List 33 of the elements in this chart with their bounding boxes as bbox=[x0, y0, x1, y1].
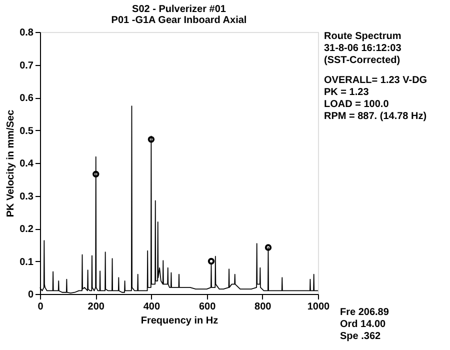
y-tick-label: 0.4 bbox=[20, 158, 34, 170]
text: Route Spectrum bbox=[324, 31, 402, 42]
point bbox=[208, 258, 215, 265]
point bbox=[148, 136, 155, 143]
x-tick-label: 800 bbox=[254, 302, 272, 312]
point bbox=[92, 170, 100, 178]
chart-subtitle: P01 -G1A Gear Inboard Axial bbox=[111, 15, 247, 26]
x-tick-label: 600 bbox=[198, 302, 216, 312]
text: RPM = 887. (14.78 Hz) bbox=[324, 111, 427, 122]
x-tick-label: 200 bbox=[88, 302, 105, 312]
text: 31-8-06 16:12:03 bbox=[324, 43, 402, 54]
text: LOAD = 100.0 bbox=[324, 99, 390, 110]
text: PK = 1.23 bbox=[324, 87, 370, 98]
text: Spe .362 bbox=[340, 331, 382, 342]
y-tick-label: 0.1 bbox=[20, 256, 34, 268]
y-tick-label: 0.3 bbox=[20, 191, 34, 202]
x-tick-label: 1000 bbox=[307, 302, 330, 312]
point bbox=[264, 244, 272, 251]
x-axis-title: Frequency in Hz bbox=[140, 316, 218, 326]
x-tick-label: 0 bbox=[38, 302, 44, 312]
text: OVERALL= 1.23 V-DG bbox=[324, 75, 428, 86]
y-tick-label: 0.8 bbox=[20, 28, 34, 38]
y-axis-title: PK Velocity in mm/Sec bbox=[6, 109, 17, 218]
y-tick-label: 0.5 bbox=[20, 126, 34, 137]
y-tick-label: 0.7 bbox=[20, 60, 34, 72]
text: (SST-Corrected) bbox=[324, 55, 400, 66]
y-tick-label: 0 bbox=[28, 290, 34, 300]
x-tick-label: 400 bbox=[143, 302, 160, 312]
y-tick-label: 0.6 bbox=[20, 93, 34, 104]
text: Ord 14.00 bbox=[340, 319, 386, 330]
chart-title: S02 - Pulverizer #01 bbox=[132, 4, 226, 15]
y-tick-label: 0.2 bbox=[20, 224, 34, 235]
text: Fre 206.89 bbox=[340, 307, 390, 318]
